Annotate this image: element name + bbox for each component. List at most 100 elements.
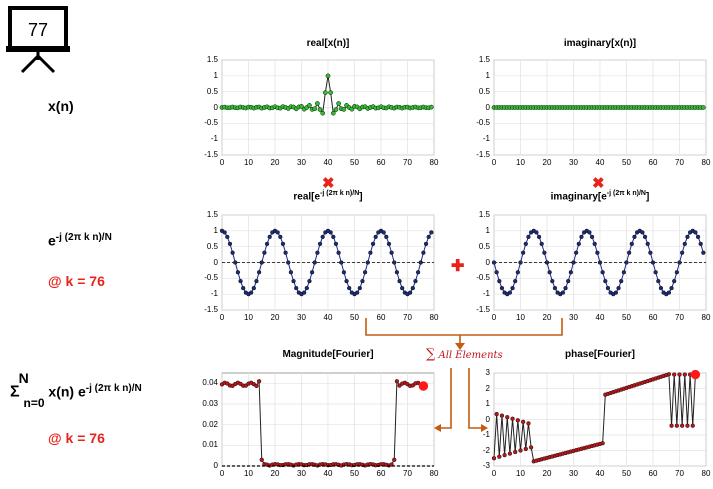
data-point	[283, 250, 288, 255]
x-tick-label: 60	[376, 158, 386, 167]
y-tick-label: 0.01	[202, 440, 218, 450]
data-point	[315, 250, 320, 255]
data-point	[491, 456, 497, 461]
x-tick-label: 70	[675, 313, 684, 322]
y-tick-label: 1.5	[206, 210, 218, 219]
x-tick-label: 30	[297, 469, 306, 478]
data-point	[521, 419, 526, 424]
data-point	[510, 416, 515, 421]
data-point	[648, 250, 653, 255]
y-tick-label: -0.5	[476, 118, 490, 128]
data-point	[249, 290, 254, 295]
title-magnitude: Magnitude[Fourier]	[282, 349, 374, 360]
slide-number: 77	[27, 20, 49, 40]
data-point	[280, 241, 286, 247]
data-point	[672, 278, 677, 284]
data-point	[286, 260, 291, 265]
multiply-operator-icon: ✖	[322, 175, 335, 192]
k-label-2: @ k = 76	[48, 430, 105, 446]
data-point	[238, 278, 243, 284]
x-tick-label: 80	[429, 313, 439, 322]
y-tick-label: 0	[485, 102, 490, 112]
data-point	[392, 457, 397, 462]
y-tick-label: 1	[485, 225, 490, 235]
multiply-operator-icon-2: ✖	[592, 175, 605, 192]
data-point	[304, 285, 309, 291]
data-point	[624, 260, 629, 265]
data-point	[328, 230, 333, 235]
data-point	[497, 278, 502, 284]
data-point	[693, 230, 698, 235]
x-tick-label: 10	[516, 158, 525, 167]
data-point	[701, 105, 706, 110]
data-point	[571, 260, 576, 265]
data-point	[341, 107, 347, 112]
x-tick-label: 50	[622, 313, 631, 322]
data-point	[632, 234, 637, 240]
y-tick-label: 1	[213, 225, 218, 235]
x-tick-label: 0	[219, 313, 225, 322]
data-point	[515, 270, 520, 275]
x-tick-label: 20	[542, 469, 552, 478]
data-point	[278, 234, 283, 240]
y-tick-label: 1	[485, 399, 490, 408]
data-point	[259, 457, 264, 462]
data-point	[642, 234, 648, 240]
x-tick-label: 50	[622, 469, 631, 478]
data-point	[275, 230, 280, 235]
data-point	[621, 270, 626, 275]
y-tick-label: -2	[482, 445, 490, 455]
data-point	[307, 103, 312, 108]
data-point	[695, 234, 701, 240]
x-tick-label: 30	[569, 313, 578, 322]
data-point	[579, 234, 584, 240]
y-tick-label: 0.5	[206, 241, 218, 251]
arrow-head-right	[481, 424, 488, 432]
data-point	[680, 250, 685, 255]
data-point	[230, 250, 235, 255]
y-tick-label: 2	[485, 383, 490, 393]
data-point	[256, 379, 262, 384]
data-point	[566, 278, 571, 284]
data-point	[669, 423, 674, 428]
data-point	[682, 372, 687, 377]
x-tick-label: 70	[403, 469, 412, 478]
data-point	[597, 260, 603, 265]
data-point	[302, 290, 307, 295]
y-tick-label: 1.5	[206, 55, 218, 64]
data-point	[560, 290, 566, 295]
y-tick-label: -1	[482, 289, 490, 299]
x-tick-label: 30	[297, 158, 306, 167]
x-tick-label: 10	[244, 313, 253, 322]
y-tick-label: -0.5	[204, 273, 218, 283]
data-point	[568, 270, 573, 275]
x-tick-label: 50	[350, 469, 359, 478]
data-point	[307, 278, 312, 284]
data-point	[536, 234, 542, 240]
x-tick-label: 80	[701, 469, 711, 478]
data-point	[241, 285, 246, 291]
data-point	[330, 110, 336, 116]
data-point	[650, 260, 656, 265]
data-point	[600, 270, 605, 275]
x-tick-label: 60	[648, 313, 658, 322]
data-point	[386, 241, 392, 247]
data-point	[547, 270, 552, 275]
y-tick-label: -0.5	[476, 273, 490, 283]
x-tick-label: 0	[219, 469, 225, 478]
data-point	[418, 260, 423, 265]
data-point	[339, 260, 344, 265]
dft-sum-label: Σ N n=0 x(n) e-j (2π k n)/N	[10, 369, 142, 410]
data-point	[312, 106, 318, 112]
data-point	[653, 270, 658, 275]
y-tick-label: 0.04	[202, 378, 218, 388]
data-point	[595, 250, 600, 255]
data-point	[368, 250, 373, 255]
data-point	[507, 290, 513, 295]
data-point	[497, 454, 502, 459]
data-point	[225, 234, 230, 240]
data-point	[587, 230, 592, 235]
x-tick-label: 70	[675, 158, 684, 167]
x-tick-label: 80	[701, 313, 711, 322]
data-point	[360, 278, 365, 284]
